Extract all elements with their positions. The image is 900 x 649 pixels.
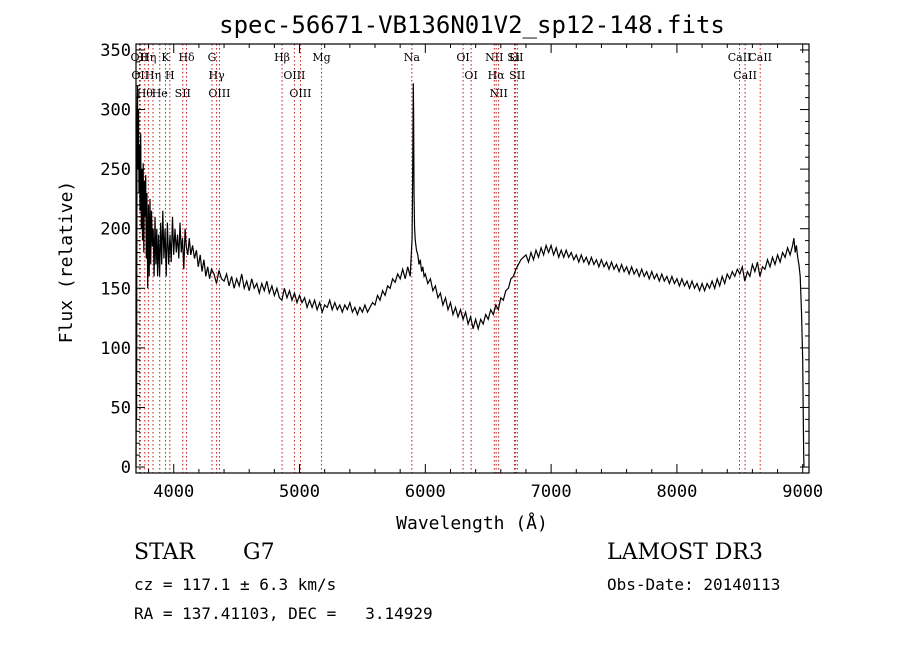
- line-marker-label: G: [208, 51, 217, 64]
- y-axis-label: Flux (relative): [56, 181, 77, 344]
- line-marker-label: He: [152, 87, 168, 100]
- line-marker-label: OII: [131, 51, 149, 64]
- line-marker-label: Hβ: [274, 51, 290, 64]
- line-marker-label: NII: [490, 87, 508, 100]
- y-tick-label: 100: [100, 339, 131, 359]
- y-tick-label: 50: [111, 398, 131, 418]
- line-marker-label: Na: [404, 51, 421, 64]
- y-tick-label: 0: [121, 458, 131, 478]
- line-marker-label: CaII: [733, 69, 757, 82]
- line-marker-label: Mg: [312, 51, 330, 64]
- x-tick-label: 7000: [531, 482, 572, 502]
- line-marker-label: Hη: [145, 69, 161, 82]
- line-marker-label: H: [165, 69, 175, 82]
- line-marker-label: OI: [464, 69, 477, 82]
- line-marker-label: NII: [485, 51, 503, 64]
- sky-coordinates: RA = 137.41103, DEC = 3.14929: [134, 604, 433, 623]
- spectral-subclass: G7: [243, 540, 275, 565]
- line-marker-label: Hθ: [137, 87, 154, 100]
- line-marker-label: Hη: [140, 51, 156, 64]
- chart-title: spec-56671-VB136N01V2_sp12-148.fits: [219, 11, 725, 39]
- object-type: STAR: [134, 540, 195, 565]
- line-marker-label: Hδ: [178, 51, 195, 64]
- line-marker-label: OIII: [283, 69, 305, 82]
- line-marker-label: OIII: [208, 87, 230, 100]
- spectrum-line: [135, 83, 805, 468]
- y-tick-label: 300: [100, 101, 131, 121]
- y-tick-label: 350: [100, 41, 131, 61]
- x-axis-label: Wavelength (Å): [396, 512, 548, 534]
- y-tick-label: 150: [100, 279, 131, 299]
- y-tick-label: 200: [100, 220, 131, 240]
- y-tick-label: 250: [100, 160, 131, 180]
- line-marker-group: [138, 44, 761, 473]
- survey-name: LAMOST DR3: [607, 540, 763, 565]
- line-marker-label: Li: [509, 51, 520, 64]
- line-marker-label: Hα: [488, 69, 506, 82]
- line-marker-label: Hγ: [209, 69, 226, 82]
- line-marker-label: CaII: [748, 51, 772, 64]
- y-axis: 0 50 100 150 200 250 300 350: [100, 41, 809, 478]
- line-marker-label: SII: [175, 87, 191, 100]
- plot-frame: [135, 43, 810, 474]
- x-tick-label: 9000: [782, 482, 823, 502]
- line-marker-label: SII: [509, 69, 525, 82]
- x-tick-label: 6000: [405, 482, 446, 502]
- redshift-cz: cz = 117.1 ± 6.3 km/s: [134, 575, 337, 594]
- x-tick-label: 4000: [153, 482, 194, 502]
- observation-date: Obs-Date: 20140113: [607, 575, 781, 594]
- x-tick-label: 5000: [279, 482, 320, 502]
- x-axis: 4000 5000 6000 7000 8000 9000: [148, 44, 823, 502]
- line-marker-label: K: [161, 51, 170, 64]
- x-tick-label: 8000: [656, 482, 697, 502]
- line-marker-label: OIII: [289, 87, 311, 100]
- line-marker-label: SII: [507, 51, 523, 64]
- line-marker-label: CaII: [728, 51, 752, 64]
- line-marker-label: OI: [456, 51, 469, 64]
